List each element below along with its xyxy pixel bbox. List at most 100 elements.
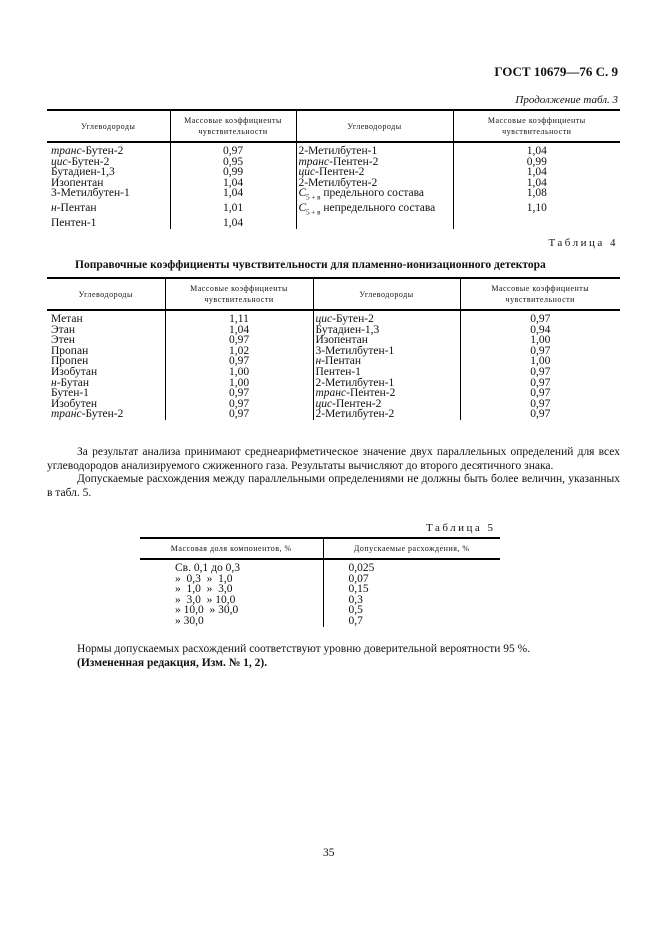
cell-name: Пропан [47, 345, 165, 357]
hydrocarbon-name: Пентан [325, 355, 362, 368]
cell-value: 1,04 [169, 188, 296, 204]
name-prefix: транс- [315, 387, 350, 400]
column-header: Массовые коэффициенты чувствительности [169, 109, 296, 143]
column-header: Углеводороды [295, 109, 453, 143]
table-row: Изопентан 1,04 2-Метилбутен-2 1,04 [47, 176, 620, 189]
table-row: Метан 1,11 цис-Бутен-2 0,97 [47, 310, 620, 325]
hydrocarbon-name: Пентен-2 [318, 166, 365, 179]
hydrocarbon-name: Метан [51, 313, 83, 325]
cell-value: 1,08 [452, 188, 620, 204]
hydrocarbon-name: 2-Метилбутен-1 [315, 376, 395, 389]
cell-value: 0,15 [322, 584, 500, 595]
cell-name: Этен [47, 334, 165, 346]
cell-value: 1,04 [452, 167, 620, 178]
hydrocarbon-name: Бутадиен-1,3 [315, 323, 380, 336]
cell-name: цис-Пентен-2 [295, 166, 453, 179]
cell-value: 0,97 [459, 377, 620, 389]
cell-name [295, 218, 453, 229]
cell-name: н-Бутан [47, 376, 165, 389]
symbol: C [298, 202, 307, 215]
cell-name: 3-Метилбутен-1 [47, 188, 170, 203]
cell-range: » 0,3 » 1,0 [175, 572, 233, 585]
hydrocarbon-name: Изобутан [51, 365, 98, 378]
table-continuation-label: Продолжение табл. 3 [515, 94, 618, 106]
hydrocarbon-name: Изобутен [51, 397, 97, 410]
column-header: Массовые коэффициенты чувствительности [459, 277, 620, 311]
cell-value [452, 218, 620, 229]
cell-value: 0,97 [459, 388, 620, 399]
cell-value: 0,97 [164, 388, 313, 399]
page-number: 35 [323, 847, 335, 859]
cell-value: 0,99 [452, 156, 620, 168]
cell-value: 0,025 [322, 559, 500, 574]
hydrocarbon-name: 2-Метилбутен-2 [298, 176, 378, 189]
cell-value: 0,95 [169, 156, 296, 168]
cell-value: 1,00 [459, 335, 620, 346]
name-prefix: цис- [315, 313, 336, 325]
hydrocarbon-name: Бутен-2 [85, 408, 124, 421]
subscript: 5 + в [306, 193, 321, 202]
name-prefix: цис- [51, 155, 72, 168]
cell-value: 0,3 [322, 594, 500, 606]
hydrocarbon-name: 3-Метилбутен-1 [51, 187, 130, 200]
cell-name: транс-Пентен-2 [295, 155, 453, 168]
cell-name: 2-Метилбутен-2 [312, 409, 460, 420]
subscript: 5 + в [306, 208, 321, 217]
table-5: Массовая доля компонентов, % Допускаемые… [140, 537, 500, 627]
table-row: » 10,0 » 30,0 0,5 [140, 605, 500, 616]
table-row: цис-Бутен-2 0,95 транс-Пентен-2 0,99 [47, 155, 620, 168]
hydrocarbon-name: Пентен-1 [315, 365, 361, 378]
cell-range: Св. 0,1 до 0,3 [175, 562, 240, 574]
table-row: Изобутан 1,00 Пентен-1 0,97 [47, 365, 620, 378]
table-row: Пентен-1 1,04 [47, 217, 620, 229]
name-prefix: цис- [315, 397, 336, 410]
cell-range: » 10,0 » 30,0 [175, 604, 239, 617]
cell-name: Пентен-1 [312, 365, 460, 378]
cell-name: Пропен [47, 356, 165, 368]
paragraph: Допускаемые расхождения между параллельн… [47, 473, 620, 499]
paragraph: Нормы допускаемых расхождений соответств… [77, 643, 531, 655]
cell-value: 1,10 [452, 203, 620, 219]
cell-name: н-Пентан [47, 203, 170, 218]
table-row: » 30,0 0,7 [140, 614, 500, 627]
cell-name: Пентен-1 [47, 217, 170, 229]
cell-value: 0,97 [459, 409, 620, 420]
cell-name: 2-Метилбутен-1 [312, 376, 460, 389]
cell-value: 1,00 [459, 356, 620, 367]
cell-value: 0,94 [459, 324, 620, 336]
cell-value: 0,97 [164, 409, 313, 420]
cell-value: 0,5 [322, 605, 500, 616]
column-header: Углеводороды [312, 277, 460, 311]
hydrocarbon-name: Бутан [60, 376, 90, 389]
table-4: Углеводороды Массовые коэффициенты чувст… [47, 277, 620, 420]
cell-value: 1,00 [164, 377, 313, 389]
cell-value: 1,04 [452, 142, 620, 157]
cell-value: 0,97 [459, 398, 620, 410]
cell-name: Изопентан [47, 177, 170, 189]
cell-range: » 30,0 [175, 614, 204, 627]
cell-name: Бутен-1 [47, 387, 165, 399]
cell-name: Этан [47, 324, 165, 336]
cell-value: 1,04 [169, 177, 296, 189]
hydrocarbon-name: Пентан [60, 202, 97, 215]
cell-value: 1,04 [164, 324, 313, 336]
cell-value: 1,11 [164, 310, 313, 325]
cell-name: цис-Бутен-2 [47, 155, 170, 168]
column-header: Массовые коэффициенты чувствительности [164, 277, 313, 311]
name-prefix: транс- [298, 155, 333, 168]
table-row: Бутадиен-1,3 0,99 цис-Пентен-2 1,04 [47, 166, 620, 179]
table-4-label: Таблица 4 [548, 237, 618, 249]
cell-name: C5 + в непредельного состава [295, 202, 453, 219]
cell-value: 0,7 [322, 615, 500, 627]
name-prefix: транс- [51, 408, 86, 421]
name-prefix: цис- [298, 166, 319, 179]
cell-value: 1,04 [452, 177, 620, 189]
paragraph: За результат анализа принимают среднеари… [47, 446, 620, 472]
table-row: Св. 0,1 до 0,3 0,025 [140, 559, 500, 574]
cell-name: Метан [47, 310, 165, 325]
amendment-note: (Измененная редакция, Изм. № 1, 2). [77, 656, 268, 669]
table-row: 3-Метилбутен-1 1,04 C5 + в предельного сос… [47, 188, 620, 204]
cell-name: 3-Метилбутен-1 [312, 345, 460, 357]
cell-value: 1,02 [164, 345, 313, 357]
